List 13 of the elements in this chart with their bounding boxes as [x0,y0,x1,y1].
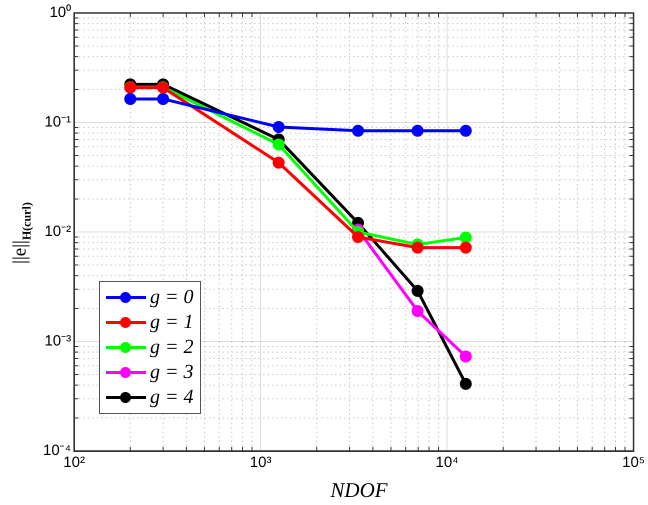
x-tick-label: 10⁵ [622,454,645,472]
legend-label: g = 4 [150,386,194,409]
x-tick-label: 10⁴ [436,454,459,472]
y-tick-label: 10⁻² [44,223,72,240]
legend-label: g = 2 [150,336,194,359]
legend-label: g = 3 [150,361,194,384]
x-tick-label: 10³ [250,454,272,472]
y-tick-label: 10⁰ [49,4,72,22]
y-tick-label: 10⁻³ [44,332,72,350]
legend-label: g = 0 [150,286,194,309]
y-tick-label: 10⁻¹ [44,114,72,131]
x-axis-title: NDOF [330,478,388,503]
legend-label: g = 1 [150,311,194,334]
